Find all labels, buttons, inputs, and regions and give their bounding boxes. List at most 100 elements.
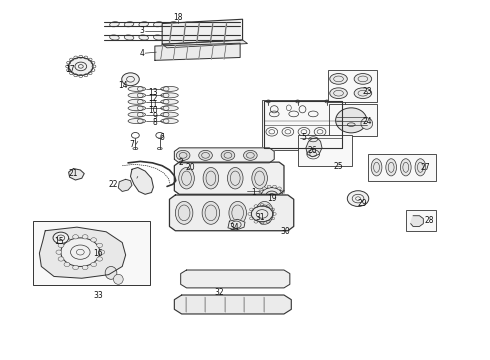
Polygon shape (69, 168, 84, 180)
Ellipse shape (82, 235, 88, 239)
Ellipse shape (73, 235, 78, 239)
Ellipse shape (267, 185, 271, 188)
Ellipse shape (124, 35, 134, 40)
Text: 33: 33 (93, 291, 103, 300)
Ellipse shape (105, 266, 117, 279)
Ellipse shape (281, 190, 285, 193)
Polygon shape (228, 219, 245, 230)
Ellipse shape (361, 118, 373, 129)
Polygon shape (118, 179, 132, 192)
Ellipse shape (97, 257, 102, 261)
Ellipse shape (139, 35, 148, 40)
Ellipse shape (128, 118, 146, 123)
Text: 28: 28 (424, 216, 434, 225)
Text: 32: 32 (215, 288, 224, 297)
Text: 9: 9 (152, 112, 157, 121)
Ellipse shape (128, 112, 146, 117)
Ellipse shape (153, 35, 163, 40)
Polygon shape (411, 216, 423, 226)
Ellipse shape (282, 194, 286, 197)
Polygon shape (170, 195, 294, 231)
Text: 16: 16 (93, 249, 103, 258)
Ellipse shape (330, 73, 347, 84)
Ellipse shape (161, 99, 178, 104)
Bar (406, 210, 436, 231)
Ellipse shape (354, 88, 372, 99)
Text: 3: 3 (139, 26, 144, 35)
Text: 19: 19 (268, 194, 277, 203)
Ellipse shape (227, 167, 243, 189)
Ellipse shape (203, 167, 219, 189)
Ellipse shape (82, 265, 88, 270)
Ellipse shape (221, 150, 235, 160)
Ellipse shape (251, 206, 273, 222)
Ellipse shape (386, 159, 396, 176)
Ellipse shape (259, 190, 263, 193)
Text: 25: 25 (334, 162, 343, 171)
Ellipse shape (244, 150, 257, 160)
Text: 26: 26 (307, 146, 317, 155)
Ellipse shape (256, 202, 273, 224)
Text: 5: 5 (301, 133, 306, 142)
Ellipse shape (110, 22, 119, 27)
Ellipse shape (183, 22, 192, 27)
Bar (328, 70, 376, 102)
Text: 12: 12 (148, 94, 158, 103)
Ellipse shape (281, 198, 285, 201)
Ellipse shape (99, 250, 105, 254)
Text: 18: 18 (173, 13, 182, 22)
Text: 17: 17 (65, 66, 74, 75)
Ellipse shape (128, 86, 146, 91)
Ellipse shape (400, 159, 411, 176)
Ellipse shape (197, 22, 207, 27)
Ellipse shape (56, 250, 62, 254)
Ellipse shape (128, 99, 146, 104)
Ellipse shape (354, 73, 372, 84)
Ellipse shape (226, 22, 236, 27)
Ellipse shape (69, 58, 93, 75)
Text: 23: 23 (363, 87, 372, 96)
Text: 8: 8 (152, 118, 157, 127)
Ellipse shape (58, 243, 64, 247)
Ellipse shape (128, 106, 146, 111)
Text: 7: 7 (129, 140, 134, 149)
Ellipse shape (262, 201, 266, 204)
Ellipse shape (272, 203, 276, 206)
Ellipse shape (176, 150, 190, 160)
Text: 6: 6 (160, 133, 165, 142)
Polygon shape (130, 167, 153, 194)
Ellipse shape (179, 167, 195, 189)
Ellipse shape (161, 118, 178, 123)
Polygon shape (162, 19, 243, 44)
Ellipse shape (262, 187, 266, 190)
Ellipse shape (139, 22, 148, 27)
Ellipse shape (212, 35, 221, 40)
Polygon shape (174, 295, 291, 314)
Text: 27: 27 (420, 163, 430, 172)
Ellipse shape (73, 265, 78, 270)
Ellipse shape (53, 232, 69, 244)
Ellipse shape (330, 88, 347, 99)
Bar (297, 135, 352, 166)
Ellipse shape (161, 93, 178, 98)
Text: 34: 34 (229, 222, 239, 231)
Ellipse shape (97, 243, 102, 247)
Bar (33, 221, 150, 285)
Ellipse shape (183, 35, 192, 40)
Ellipse shape (58, 257, 64, 261)
Polygon shape (174, 162, 284, 194)
Text: 31: 31 (256, 213, 266, 222)
Ellipse shape (161, 86, 178, 91)
Text: 10: 10 (148, 106, 158, 115)
Ellipse shape (229, 202, 246, 224)
Text: 2: 2 (178, 158, 183, 167)
Ellipse shape (64, 262, 70, 267)
Text: 14: 14 (119, 81, 128, 90)
Ellipse shape (261, 188, 283, 203)
Text: 24: 24 (363, 117, 372, 126)
Text: 22: 22 (109, 180, 118, 189)
Ellipse shape (347, 191, 369, 206)
Polygon shape (181, 270, 290, 288)
Ellipse shape (212, 22, 221, 27)
Ellipse shape (122, 73, 139, 86)
